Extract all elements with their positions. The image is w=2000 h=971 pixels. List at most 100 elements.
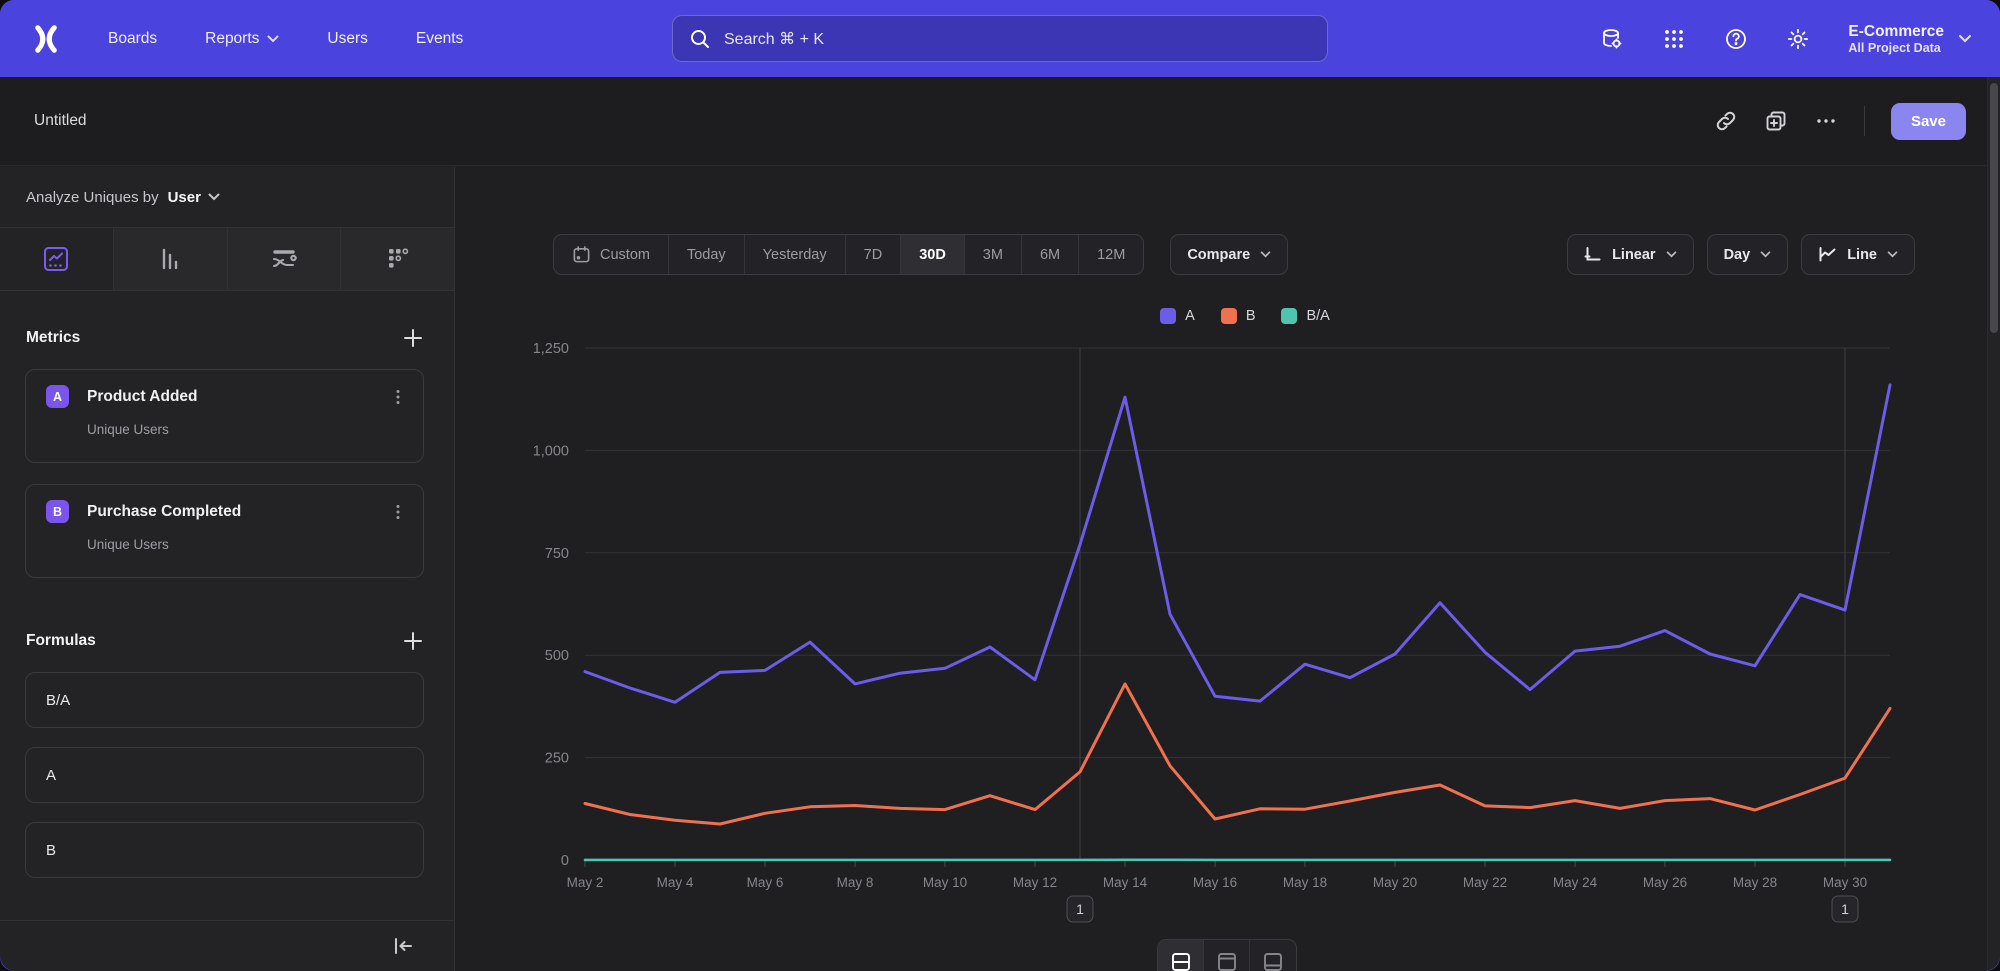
- report-title[interactable]: Untitled: [34, 112, 87, 129]
- tab-bar-chart[interactable]: [114, 228, 228, 290]
- project-switcher[interactable]: E-Commerce All Project Data: [1848, 22, 1972, 55]
- retention-grid-tab-icon: [388, 248, 408, 268]
- save-button[interactable]: Save: [1890, 102, 1966, 140]
- divider: [1863, 106, 1865, 136]
- formula-card-ba[interactable]: B/A: [25, 672, 424, 728]
- duplicate-icon[interactable]: [1764, 109, 1788, 133]
- metrics-section-header: Metrics: [26, 327, 424, 349]
- chart-type-tabstrip: [0, 228, 454, 291]
- metric-measurement[interactable]: Unique Users: [87, 537, 169, 552]
- x-axis-tick-label: May 22: [1463, 875, 1507, 890]
- x-axis-tick-label: May 24: [1553, 875, 1598, 890]
- range-12m[interactable]: 12M: [1079, 235, 1143, 274]
- range-custom[interactable]: Custom: [554, 235, 669, 274]
- range-today[interactable]: Today: [669, 235, 745, 274]
- chevron-down-icon: [1958, 34, 1972, 43]
- interval-button[interactable]: Day: [1706, 234, 1789, 275]
- metrics-title: Metrics: [26, 329, 81, 346]
- nav-item-boards[interactable]: Boards: [108, 30, 157, 48]
- bar-chart-tab-icon: [162, 248, 178, 270]
- data-management-icon[interactable]: [1600, 27, 1624, 51]
- legend-swatch: [1281, 308, 1298, 324]
- chevron-down-icon: [1666, 251, 1676, 258]
- formula-card-a[interactable]: A: [25, 747, 424, 803]
- x-axis-tick-label: May 6: [747, 875, 784, 890]
- metric-card-a[interactable]: A Product Added Unique Users: [25, 369, 424, 463]
- x-axis-tick-label: May 28: [1733, 875, 1777, 890]
- legend-label: B/A: [1306, 308, 1330, 324]
- x-axis-tick-label: May 8: [837, 875, 874, 890]
- kebab-menu-icon[interactable]: [389, 503, 407, 521]
- formula-expression: B: [46, 841, 57, 859]
- kebab-menu-icon[interactable]: [389, 388, 407, 406]
- x-axis-tick-label: May 12: [1013, 875, 1057, 890]
- annotation-marker[interactable]: [1831, 895, 1859, 923]
- title-bar: Untitled Save: [0, 77, 2000, 166]
- y-axis-tick-label: 250: [545, 751, 569, 767]
- add-metric-icon[interactable]: [402, 327, 424, 349]
- linear-axis-icon: [1584, 247, 1601, 261]
- range-7d[interactable]: 7D: [846, 235, 902, 274]
- compare-label: Compare: [1187, 246, 1251, 263]
- tab-flows[interactable]: [228, 228, 342, 290]
- metric-name: Product Added: [87, 387, 198, 405]
- query-sidebar: Analyze Uniques by User: [0, 167, 455, 971]
- legend-item-B[interactable]: B: [1220, 308, 1256, 324]
- legend-label: A: [1185, 308, 1195, 324]
- range-6m[interactable]: 6M: [1022, 235, 1080, 274]
- legend-label: B: [1245, 308, 1256, 324]
- nav-right-cluster: E-Commerce All Project Data: [1600, 0, 1972, 77]
- metric-letter-badge: B: [46, 500, 69, 523]
- scrollbar-thumb[interactable]: [1990, 83, 1998, 333]
- nav-item-reports[interactable]: Reports: [205, 30, 279, 48]
- tab-insights-line[interactable]: [0, 228, 114, 290]
- metric-measurement[interactable]: Unique Users: [87, 422, 169, 437]
- top-nav: Boards Reports Users Events Search ⌘ + K: [0, 0, 2000, 77]
- chart-panel: Custom Today Yesterday 7D 30D 3M 6M 12M …: [455, 167, 2000, 971]
- more-options-icon[interactable]: [1814, 109, 1838, 133]
- copy-link-icon[interactable]: [1714, 109, 1738, 133]
- chart-type-label: Line: [1847, 246, 1877, 263]
- collapse-sidebar-icon[interactable]: [392, 936, 414, 956]
- help-icon[interactable]: [1724, 27, 1748, 51]
- formula-expression: A: [46, 766, 57, 784]
- layout-bottom-toggle[interactable]: [1250, 940, 1296, 971]
- compare-button[interactable]: Compare: [1170, 234, 1289, 275]
- range-label: 7D: [863, 246, 883, 263]
- series-line-A[interactable]: [583, 383, 1892, 704]
- layout-split-toggle[interactable]: [1158, 940, 1204, 971]
- range-3m[interactable]: 3M: [965, 235, 1022, 274]
- nav-item-events[interactable]: Events: [416, 30, 463, 48]
- analyze-uniques-header: Analyze Uniques by User: [0, 167, 454, 228]
- annotation-marker[interactable]: [1066, 895, 1094, 923]
- search-input[interactable]: Search ⌘ + K: [672, 15, 1328, 62]
- x-axis-tick-label: May 10: [923, 875, 967, 890]
- interval-label: Day: [1723, 246, 1751, 263]
- y-axis-tick-label: 500: [545, 648, 569, 664]
- range-yesterday[interactable]: Yesterday: [745, 235, 846, 274]
- formula-card-b[interactable]: B: [25, 822, 424, 878]
- apps-grid-icon[interactable]: [1662, 27, 1686, 51]
- line-chart-svg[interactable]: 0 250 500 750 1,000 1,250 1 1 May 2 May 4 May 6 May…: [515, 332, 1965, 942]
- legend-item-B/A[interactable]: B/A: [1281, 308, 1330, 324]
- mixpanel-logo-icon[interactable]: [28, 21, 64, 57]
- legend-item-A[interactable]: A: [1160, 308, 1195, 324]
- analyze-by-value: User: [167, 188, 201, 206]
- line-chart-tab-icon: [44, 247, 69, 271]
- nav-item-users[interactable]: Users: [327, 30, 367, 48]
- series-line-B[interactable]: [583, 682, 1892, 826]
- y-axis-scale-button[interactable]: Linear: [1567, 234, 1694, 275]
- tab-retention[interactable]: [341, 228, 454, 290]
- scrollbar[interactable]: [1987, 77, 2000, 971]
- settings-gear-icon[interactable]: [1786, 27, 1810, 51]
- chart-toolbar: Custom Today Yesterday 7D 30D 3M 6M 12M …: [553, 234, 1915, 275]
- metric-name: Purchase Completed: [87, 502, 242, 520]
- range-30d[interactable]: 30D: [901, 235, 965, 274]
- nav-item-label: Events: [415, 29, 464, 47]
- layout-top-toggle[interactable]: [1204, 940, 1250, 971]
- add-formula-icon[interactable]: [402, 630, 424, 652]
- formulas-section-header: Formulas: [26, 630, 424, 652]
- chart-type-button[interactable]: Line: [1801, 234, 1915, 275]
- analyze-by-dropdown[interactable]: User: [168, 189, 220, 206]
- metric-card-b[interactable]: B Purchase Completed Unique Users: [25, 484, 424, 578]
